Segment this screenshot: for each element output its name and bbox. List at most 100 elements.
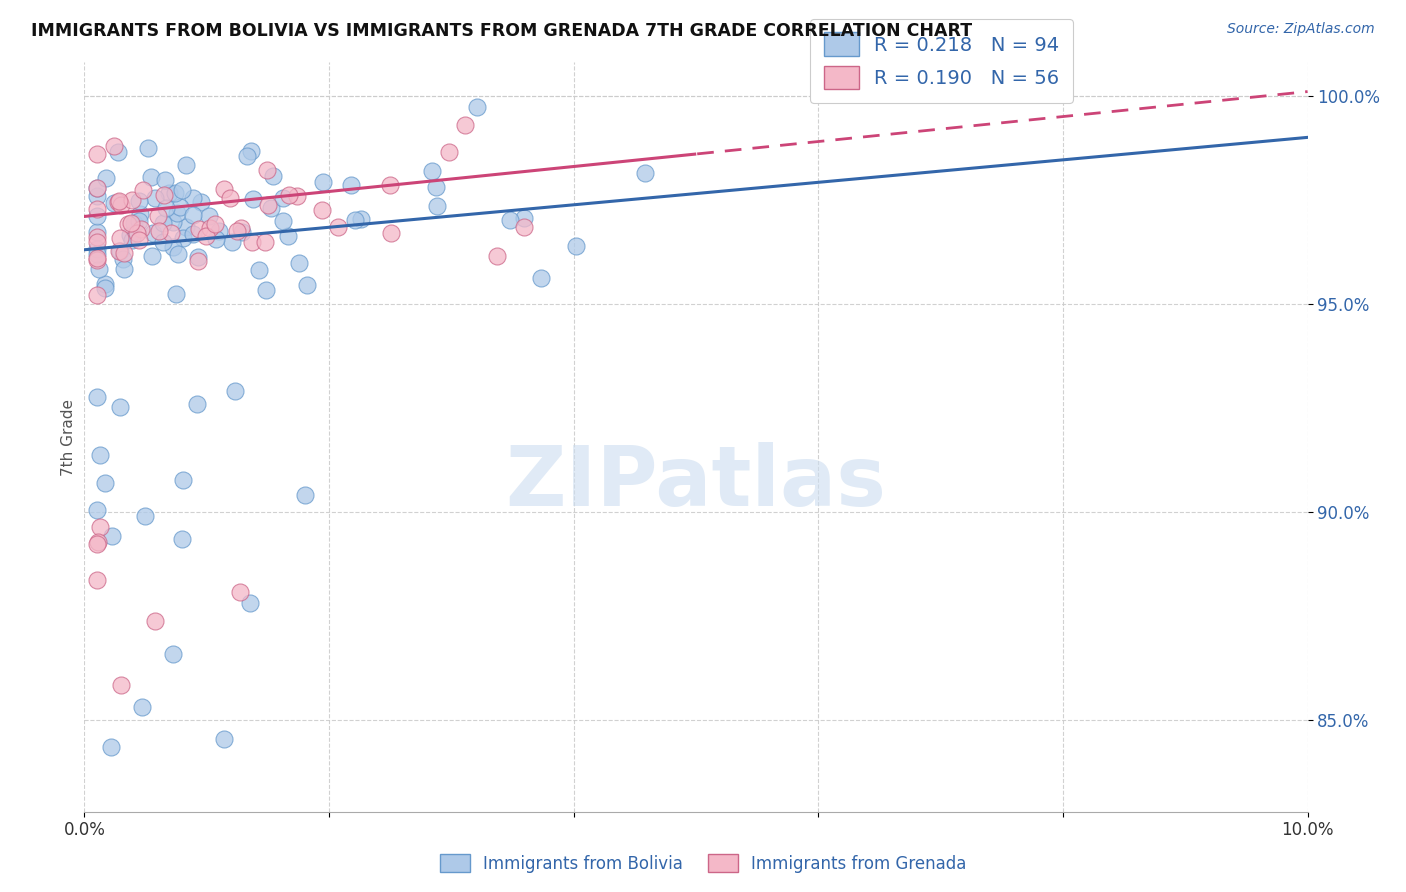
Point bbox=[176, 219, 198, 234]
Point bbox=[128, 214, 150, 228]
Point bbox=[165, 287, 187, 301]
Point bbox=[426, 199, 449, 213]
Point bbox=[107, 195, 129, 210]
Point bbox=[380, 226, 402, 240]
Point bbox=[121, 194, 143, 208]
Point bbox=[152, 235, 174, 249]
Point bbox=[221, 235, 243, 249]
Point bbox=[170, 533, 193, 547]
Point bbox=[162, 215, 184, 229]
Point bbox=[278, 187, 301, 202]
Point bbox=[218, 191, 240, 205]
Point bbox=[136, 141, 159, 155]
Point bbox=[86, 209, 108, 223]
Point bbox=[86, 146, 108, 161]
Point bbox=[163, 186, 186, 200]
Point bbox=[194, 229, 217, 244]
Point bbox=[530, 271, 553, 285]
Point bbox=[212, 182, 235, 196]
Point bbox=[350, 212, 373, 227]
Point bbox=[108, 230, 131, 244]
Point bbox=[94, 281, 117, 295]
Point bbox=[257, 198, 280, 212]
Point bbox=[148, 224, 170, 238]
Point bbox=[86, 242, 108, 256]
Point bbox=[86, 251, 108, 265]
Point bbox=[186, 397, 208, 411]
Point bbox=[131, 222, 153, 236]
Point bbox=[378, 178, 401, 192]
Point bbox=[486, 249, 509, 263]
Point bbox=[166, 206, 188, 220]
Point bbox=[454, 118, 477, 132]
Point bbox=[240, 144, 263, 158]
Y-axis label: 7th Grade: 7th Grade bbox=[60, 399, 76, 475]
Point bbox=[89, 520, 111, 534]
Point bbox=[295, 278, 318, 293]
Point bbox=[343, 213, 366, 227]
Point bbox=[120, 216, 142, 230]
Point bbox=[89, 448, 111, 462]
Point bbox=[170, 183, 193, 197]
Point bbox=[167, 246, 190, 260]
Text: IMMIGRANTS FROM BOLIVIA VS IMMIGRANTS FROM GRENADA 7TH GRADE CORRELATION CHART: IMMIGRANTS FROM BOLIVIA VS IMMIGRANTS FR… bbox=[31, 22, 972, 40]
Point bbox=[107, 145, 129, 159]
Point bbox=[425, 180, 447, 194]
Point bbox=[111, 252, 134, 266]
Point bbox=[86, 181, 108, 195]
Point bbox=[86, 189, 108, 203]
Point bbox=[190, 195, 212, 210]
Point bbox=[187, 254, 209, 268]
Point bbox=[152, 217, 174, 231]
Point bbox=[235, 149, 257, 163]
Point bbox=[340, 178, 363, 192]
Point bbox=[229, 221, 252, 235]
Point bbox=[86, 230, 108, 244]
Point bbox=[117, 217, 139, 231]
Point bbox=[224, 384, 246, 399]
Point bbox=[141, 169, 163, 184]
Point bbox=[112, 246, 135, 260]
Point bbox=[145, 615, 167, 629]
Point bbox=[187, 250, 209, 264]
Point bbox=[271, 214, 294, 228]
Point bbox=[277, 229, 299, 244]
Point bbox=[499, 213, 522, 227]
Point bbox=[513, 211, 536, 225]
Point bbox=[231, 225, 253, 239]
Point bbox=[86, 252, 108, 267]
Legend: Immigrants from Bolivia, Immigrants from Grenada: Immigrants from Bolivia, Immigrants from… bbox=[433, 847, 973, 880]
Point bbox=[141, 249, 163, 263]
Point bbox=[103, 196, 125, 211]
Point bbox=[174, 158, 197, 172]
Point bbox=[86, 537, 108, 551]
Point bbox=[198, 210, 221, 224]
Point bbox=[565, 239, 588, 253]
Point bbox=[172, 473, 194, 487]
Point bbox=[107, 194, 129, 208]
Point bbox=[437, 145, 460, 159]
Point bbox=[86, 288, 108, 302]
Point bbox=[110, 677, 132, 691]
Point bbox=[131, 699, 153, 714]
Point bbox=[205, 232, 228, 246]
Point bbox=[101, 529, 124, 543]
Point bbox=[271, 191, 294, 205]
Point bbox=[254, 235, 277, 249]
Point bbox=[103, 139, 125, 153]
Point bbox=[633, 166, 655, 180]
Point bbox=[157, 186, 180, 200]
Point bbox=[311, 202, 333, 217]
Point bbox=[181, 191, 204, 205]
Point bbox=[108, 244, 131, 258]
Point bbox=[86, 390, 108, 404]
Text: ZIPatlas: ZIPatlas bbox=[506, 442, 886, 523]
Point bbox=[131, 183, 153, 197]
Point bbox=[93, 475, 115, 490]
Point bbox=[86, 202, 108, 217]
Point bbox=[242, 192, 264, 206]
Point bbox=[125, 226, 148, 240]
Point bbox=[86, 503, 108, 517]
Point bbox=[128, 207, 150, 221]
Point bbox=[94, 277, 117, 291]
